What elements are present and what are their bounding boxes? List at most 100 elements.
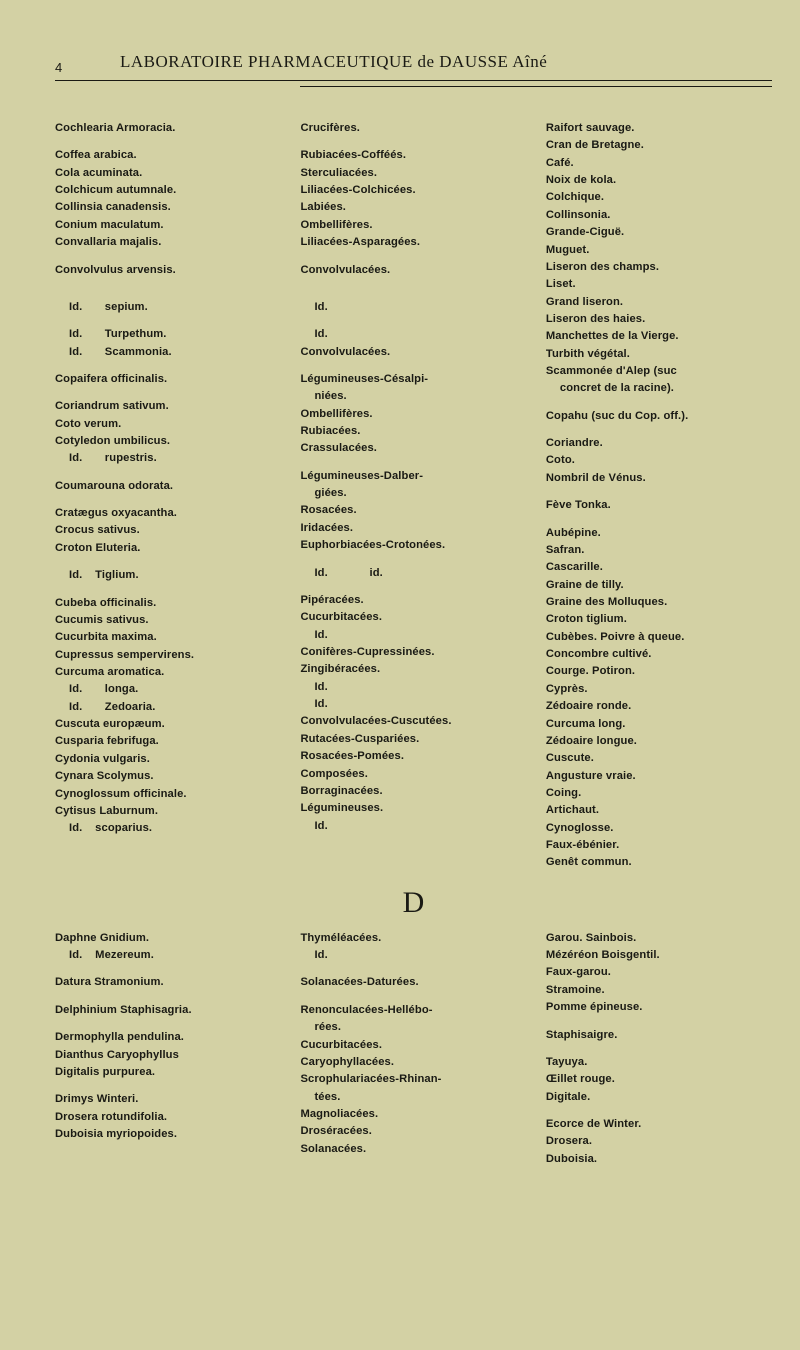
upper-col1-line: Coto verum.: [55, 416, 284, 433]
lower-col3-text: Duboisia.: [546, 1153, 597, 1165]
upper-col3-text: Curcuma long.: [546, 718, 626, 730]
upper-col3-text: Coing.: [546, 787, 581, 799]
lower-col1-text: Datura Stramonium.: [55, 976, 164, 988]
upper-col2-text: Conifères-Cupressinées.: [300, 646, 434, 658]
upper-col2-text: Ombellifères.: [300, 219, 372, 231]
upper-col3-text: Liseron des champs.: [546, 261, 659, 273]
upper-col3-line: Courge. Potiron.: [546, 663, 775, 680]
upper-col2-text: Composées.: [300, 768, 368, 780]
lower-col1-text: Dianthus Caryophyllus: [55, 1049, 179, 1061]
upper-col1-line: Cydonia vulgaris.: [55, 751, 284, 768]
upper-col3-line: Collinsonia.: [546, 207, 775, 224]
upper-col2-text: Borraginacées.: [300, 785, 382, 797]
page: 4 LABORATOIRE PHARMACEUTIQUE de DAUSSE A…: [0, 0, 800, 1350]
upper-col1-line: Cusparia febrifuga.: [55, 733, 284, 750]
upper-col1-line: Cuscuta europæum.: [55, 716, 284, 733]
upper-col1-text: Convolvulus arvensis.: [55, 264, 176, 276]
upper-col1-text: Coumarouna odorata.: [55, 480, 173, 492]
lower-col1-line: Duboisia myriopoides.: [55, 1126, 284, 1143]
upper-col1-line: [55, 289, 284, 299]
upper-col3-text: Nombril de Vénus.: [546, 472, 646, 484]
upper-col1-text: Id. scoparius.: [69, 822, 152, 834]
upper-col3-line: Cyprès.: [546, 681, 775, 698]
upper-col3-line: [546, 515, 775, 525]
upper-col3-text: Aubépine.: [546, 527, 601, 539]
upper-col3-line: Angusture vraie.: [546, 768, 775, 785]
upper-col3-text: Genêt commun.: [546, 856, 632, 868]
running-head: LABORATOIRE PHARMACEUTIQUE de DAUSSE Aîn…: [120, 52, 760, 72]
lower-col2-line: Renonculacées-Hellébo-: [300, 1002, 529, 1019]
lower-col2-text: Solanacées-Daturées.: [300, 976, 418, 988]
lower-col2-line: Solanacées.: [300, 1141, 529, 1158]
lower-col3-line: [546, 1106, 775, 1116]
upper-col1-text: Cubeba officinalis.: [55, 597, 156, 609]
upper-col1-text: Conium maculatum.: [55, 219, 164, 231]
upper-col3-text: Liset.: [546, 278, 576, 290]
upper-col1-text: Convallaria majalis.: [55, 236, 161, 248]
lower-col-3: Garou. Sainbois.Mézéréon Boisgentil.Faux…: [546, 930, 775, 1168]
upper-col2-line: Convolvulacées.: [300, 344, 529, 361]
upper-col3-text: Turbith végétal.: [546, 348, 630, 360]
upper-col2-line: Rosacées.: [300, 502, 529, 519]
lower-col1-line: Id. Mezereum.: [55, 947, 284, 964]
lower-col3-text: Mézéréon Boisgentil.: [546, 949, 660, 961]
upper-col2-text: Liliacées-Colchicées.: [300, 184, 415, 196]
lower-col3-text: Tayuya.: [546, 1056, 588, 1068]
upper-col2-line: Crassulacées.: [300, 440, 529, 457]
upper-col1-text: Cytisus Laburnum.: [55, 805, 158, 817]
upper-col3-line: Coing.: [546, 785, 775, 802]
upper-col3-text: Muguet.: [546, 244, 590, 256]
upper-col1-line: Convolvulus arvensis.: [55, 262, 284, 279]
upper-col1-line: Croton Eluteria.: [55, 540, 284, 557]
lower-col2-line: [300, 964, 529, 974]
lower-col3-text: Staphisaigre.: [546, 1029, 618, 1041]
upper-col1-line: Coriandrum sativum.: [55, 398, 284, 415]
upper-col2-line: Euphorbiacées-Crotonées.: [300, 537, 529, 554]
upper-col1-text: Collinsia canadensis.: [55, 201, 171, 213]
lower-col2-text: Scrophulariacées-Rhinan-: [300, 1073, 441, 1085]
upper-col3-line: Copahu (suc du Cop. off.).: [546, 408, 775, 425]
upper-col2-line: Rubiacées.: [300, 423, 529, 440]
lower-col3-line: Œillet rouge.: [546, 1071, 775, 1088]
upper-col1-line: Cynara Scolymus.: [55, 768, 284, 785]
upper-col2-line: Liliacées-Asparagées.: [300, 234, 529, 251]
upper-col3-line: Croton tiglium.: [546, 611, 775, 628]
upper-col3-line: Zédoaire longue.: [546, 733, 775, 750]
upper-col3-text: Coto.: [546, 454, 575, 466]
upper-col2-line: [300, 289, 529, 299]
upper-col1-line: [55, 468, 284, 478]
upper-col1-line: [55, 585, 284, 595]
upper-col-3: Raifort sauvage.Cran de Bretagne.Café.No…: [546, 120, 775, 872]
upper-col1-line: Convallaria majalis.: [55, 234, 284, 251]
upper-col1-text: Id. sepium.: [69, 301, 148, 313]
upper-col2-text: Id.: [314, 698, 327, 710]
upper-col3-text: Collinsonia.: [546, 209, 611, 221]
upper-col2-text: Cucurbitacées.: [300, 611, 382, 623]
lower-col1-line: [55, 1081, 284, 1091]
upper-col3-text: Courge. Potiron.: [546, 665, 635, 677]
lower-col1-line: [55, 964, 284, 974]
lower-col1-line: [55, 992, 284, 1002]
upper-col-2: Crucifères. Rubiacées-Cofféés.Sterculiac…: [300, 120, 529, 872]
upper-col1-line: Crocus sativus.: [55, 522, 284, 539]
upper-col2-line: [300, 555, 529, 565]
upper-col3-line: [546, 487, 775, 497]
upper-col3-text: Artichaut.: [546, 804, 599, 816]
lower-col2-line: Caryophyllacées.: [300, 1054, 529, 1071]
upper-col2-text: Id.: [314, 629, 327, 641]
upper-col1-text: Cusparia febrifuga.: [55, 735, 159, 747]
lower-col2-text: Thyméléacées.: [300, 932, 381, 944]
upper-col3-line: Graine des Molluques.: [546, 594, 775, 611]
lower-col2-line: Id.: [300, 947, 529, 964]
lower-col3-text: Œillet rouge.: [546, 1073, 615, 1085]
upper-col2-text: Id.: [314, 328, 327, 340]
upper-col2-text: Ombellifères.: [300, 408, 372, 420]
upper-col1-line: Id. Zedoaria.: [55, 699, 284, 716]
upper-col2-text: Labiées.: [300, 201, 346, 213]
lower-col1-text: Drimys Winteri.: [55, 1093, 138, 1105]
upper-col3-line: Faux-ébénier.: [546, 837, 775, 854]
upper-col1-line: Cratægus oxyacantha.: [55, 505, 284, 522]
upper-col3-line: Manchettes de la Vierge.: [546, 328, 775, 345]
upper-col3-line: Scammonée d'Alep (suc: [546, 363, 775, 380]
upper-col1-line: [55, 495, 284, 505]
